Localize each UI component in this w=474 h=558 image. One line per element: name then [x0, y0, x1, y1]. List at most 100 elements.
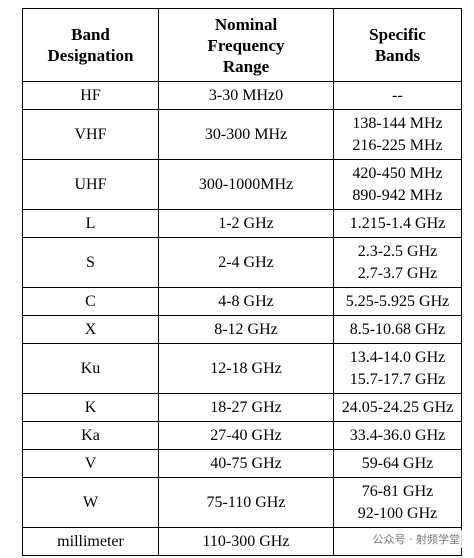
band-table: Band Designation Nominal Frequency Range Spec… — [22, 8, 462, 556]
table-cell: 27-40 GHz — [158, 421, 334, 450]
cell-line: 30-300 MHz — [204, 125, 288, 143]
table-cell: Ku — [22, 343, 159, 394]
table-cell: Ka — [22, 421, 159, 450]
cell-line: Bands — [374, 46, 421, 65]
table-cell: 59-64 GHz — [333, 449, 462, 478]
table-row: X 8-12 GHz 8.5-10.68 GHz — [22, 315, 462, 344]
table-cell: 4-8 GHz — [158, 287, 334, 316]
cell-line: Ka — [81, 426, 100, 444]
table-cell: S — [22, 237, 159, 288]
table-body: HF 3-30 MHz0 -- VHF 30-300 MHz 138-144 MHz 216… — [22, 81, 462, 556]
table-cell: 76-81 GHz 92-100 GHz — [333, 477, 462, 528]
cell-line: 2.3-2.5 GHz — [357, 242, 438, 260]
cell-line: C — [85, 292, 96, 310]
cell-line: Range — [222, 56, 270, 76]
cell-line: Nominal — [214, 14, 278, 34]
table-row: V 40-75 GHz 59-64 GHz — [22, 449, 462, 478]
cell-line: 59-64 GHz — [361, 454, 434, 472]
table-cell: 24.05-24.25 GHz — [333, 393, 462, 422]
table-cell: W — [22, 477, 159, 528]
cell-line: UHF — [74, 175, 107, 193]
cell-line: HF — [80, 86, 101, 104]
cell-line: 24.05-24.25 GHz — [341, 398, 454, 416]
table-cell: L — [22, 209, 159, 238]
cell-line: -- — [392, 86, 403, 104]
cell-line: S — [86, 253, 95, 271]
table-cell: K — [22, 393, 159, 422]
cell-line: X — [84, 320, 97, 338]
table-cell: -- — [333, 81, 462, 110]
cell-line: 13.4-14.0 GHz — [349, 348, 446, 366]
table-row: Ku 12-18 GHz 13.4-14.0 GHz 15.7-17.7 GHz — [22, 343, 462, 394]
cell-line: 3-30 MHz0 — [208, 86, 284, 104]
cell-line: 33.4-36.0 GHz — [349, 426, 446, 444]
cell-line: 138-144 MHz — [352, 114, 443, 132]
table-cell: 3-30 MHz0 — [158, 81, 334, 110]
cell-line: 2.7-3.7 GHz — [357, 264, 438, 282]
table-cell: 1.215-1.4 GHz — [333, 209, 462, 238]
watermark: 公众号 · 射频学堂 — [368, 530, 464, 548]
table-cell: 33.4-36.0 GHz — [333, 421, 462, 450]
cell-line: 4-8 GHz — [218, 292, 274, 310]
cell-line: 92-100 GHz — [357, 504, 438, 522]
table-row: W 75-110 GHz 76-81 GHz 92-100 GHz — [22, 477, 462, 528]
table-cell: UHF — [22, 159, 159, 210]
table-row: Ka 27-40 GHz 33.4-36.0 GHz — [22, 421, 462, 450]
table-cell: 18-27 GHz — [158, 393, 334, 422]
cell-line: 216-225 MHz — [352, 136, 443, 154]
table-cell: 420-450 MHz 890-942 MHz — [333, 159, 462, 210]
cell-line: K — [84, 398, 97, 416]
cell-line: 420-450 MHz — [352, 164, 443, 182]
cell-line: 18-27 GHz — [210, 398, 282, 416]
cell-line: 76-81 GHz — [361, 482, 434, 500]
cell-line: 8.5-10.68 GHz — [349, 320, 446, 338]
table-cell: HF — [22, 81, 159, 110]
table-row: S 2-4 GHz 2.3-2.5 GHz 2.7-3.7 GHz — [22, 237, 462, 288]
header-cell: Band Designation — [22, 8, 159, 82]
cell-line: V — [84, 454, 97, 472]
cell-line: 8-12 GHz — [214, 320, 278, 338]
table-row: VHF 30-300 MHz 138-144 MHz 216-225 MHz — [22, 109, 462, 160]
cell-line: Band — [71, 25, 110, 44]
table-cell: 138-144 MHz 216-225 MHz — [333, 109, 462, 160]
cell-line: 27-40 GHz — [210, 426, 282, 444]
cell-line: Ku — [80, 359, 101, 377]
table-cell: 110-300 GHz — [158, 527, 334, 556]
cell-line: 15.7-17.7 GHz — [349, 370, 446, 388]
table-cell: millimeter — [22, 527, 159, 556]
header-cell: Nominal Frequency Range — [158, 8, 334, 82]
table-cell: 300-1000MHz — [158, 159, 334, 210]
table-cell: X — [22, 315, 159, 344]
cell-line: 75-110 GHz — [206, 493, 286, 511]
cell-line: 40-75 GHz — [210, 454, 282, 472]
table-cell: C — [22, 287, 159, 316]
table-cell: 8.5-10.68 GHz — [333, 315, 462, 344]
table-cell: 5.25-5.925 GHz — [333, 287, 462, 316]
table-row: UHF 300-1000MHz 420-450 MHz 890-942 MHz — [22, 159, 462, 210]
table-cell: 75-110 GHz — [158, 477, 334, 528]
table-row: K 18-27 GHz 24.05-24.25 GHz — [22, 393, 462, 422]
cell-line: millimeter — [57, 532, 124, 550]
table-row: HF 3-30 MHz0 -- — [22, 81, 462, 110]
header-cell: Specific Bands — [333, 8, 462, 82]
table-cell: VHF — [22, 109, 159, 160]
cell-line: W — [82, 493, 99, 511]
table-cell: 2-4 GHz — [158, 237, 334, 288]
cell-line: 12-18 GHz — [210, 359, 282, 377]
cell-line: 2-4 GHz — [218, 253, 274, 271]
table-cell: 12-18 GHz — [158, 343, 334, 394]
cell-line: L — [85, 214, 96, 232]
cell-line: Frequency — [207, 35, 285, 55]
cell-line: 1.215-1.4 GHz — [349, 214, 446, 232]
table-row: L 1-2 GHz 1.215-1.4 GHz — [22, 209, 462, 238]
cell-line: 5.25-5.925 GHz — [345, 292, 450, 310]
table-cell: 8-12 GHz — [158, 315, 334, 344]
cell-line: 890-942 MHz — [352, 186, 443, 204]
table-cell: 13.4-14.0 GHz 15.7-17.7 GHz — [333, 343, 462, 394]
table-cell: 1-2 GHz — [158, 209, 334, 238]
header-row: Band Designation Nominal Frequency Range Spec… — [22, 8, 462, 82]
cell-line: 1-2 GHz — [218, 214, 274, 232]
table-header: Band Designation Nominal Frequency Range Spec… — [22, 8, 462, 82]
table-cell: V — [22, 449, 159, 478]
